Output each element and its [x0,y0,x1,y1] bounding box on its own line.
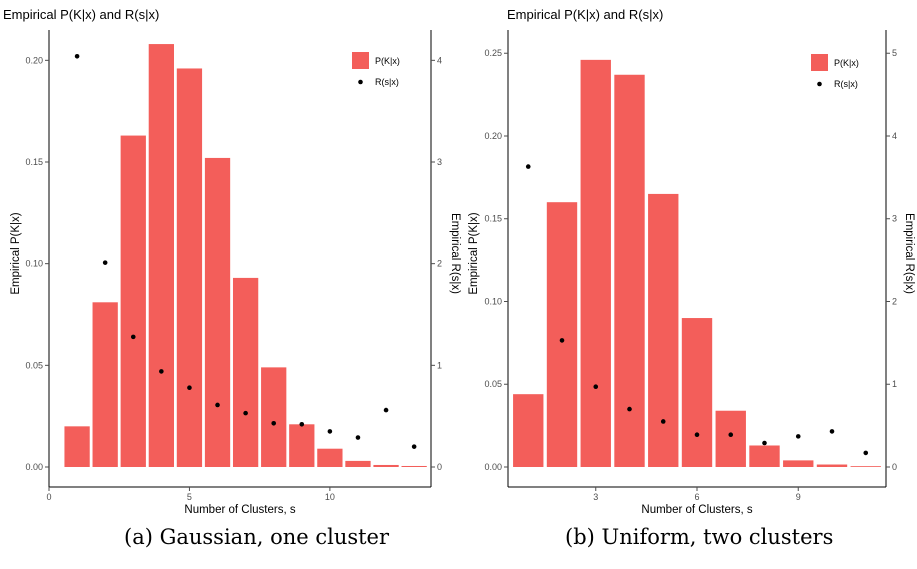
panel-a-y-tick-label: 0.15 [25,157,43,167]
panel-b-point [863,450,869,456]
panel-b-point [829,429,835,434]
panel-b-title: Empirical P(K|x) and R(s|x) [507,7,663,22]
panel-b-bar [513,394,544,467]
panel-b-bar [749,445,780,467]
panel-b-point [694,432,700,438]
panel-a-point [355,435,361,440]
panel-a-point [299,422,305,427]
panel-b-y2-axis-label: Empirical R(s|x) [903,213,915,294]
panel-a-y-tick-label: 0.05 [25,360,43,370]
panel-b-y2-tick-label: 3 [892,214,897,224]
panel-a-x-tick-label: 0 [46,492,51,502]
panel-b-bar [580,59,611,467]
panel-b-y2-tick-label: 5 [892,48,897,58]
panel-a-x-tick-label: 10 [325,492,335,502]
panel-a-bar [345,460,371,467]
panel-a-y2-tick-label: 1 [437,360,442,370]
panel-a-legend-swatch-bar [352,52,369,69]
panel-b-bar [715,410,746,467]
panel-a-y2-tick-label: 0 [437,462,442,472]
panel-b-bar [816,464,848,467]
panel-a-legend-label-bar: P(K|x) [375,56,400,66]
panel-a-y-axis-label: Empirical P(K|x) [10,212,22,294]
panel-b-x-tick-label: 6 [694,492,699,502]
panel-b-y-tick-label: 0.10 [484,296,502,306]
panel-b-bar [614,74,645,468]
panel-b-legend-swatch-bar [811,54,828,71]
panel-b-y-tick-label: 0.15 [484,214,502,224]
panel-a-point [102,260,108,265]
panel-a-x-axis-label: Number of Clusters, s [184,504,295,516]
panel-b-x-tick-label: 9 [796,492,801,502]
panel-a-bar [317,448,343,467]
caption-b: (b) Uniform, two clusters [565,525,834,549]
panel-a-title: Empirical P(K|x) and R(s|x) [3,7,159,22]
panel-a-point [74,53,80,59]
panel-b-point [593,384,599,390]
panel-a-bar [64,426,90,467]
panel-b-y-tick-label: 0.00 [484,462,502,472]
panel-a-bar [401,465,427,467]
panel-a-y2-tick-label: 4 [437,55,442,65]
panel-b-bar [783,460,814,467]
panel-b-bar [546,202,578,468]
panel-a-bar [176,68,203,467]
panel-b-y-tick-label: 0.25 [484,48,502,58]
panel-b-bar [681,318,713,467]
panel-b-y2-tick-label: 2 [892,296,897,306]
panel-a-x-tick-label: 5 [187,492,192,502]
panel-a-y2-tick-label: 2 [437,259,442,269]
panel-a-y-tick-label: 0.00 [25,462,43,472]
panel-b-y2-tick-label: 1 [892,379,897,389]
panel-a-y-tick-label: 0.20 [25,55,43,65]
panel-b-point [627,406,632,412]
panel-b-bar [850,466,881,467]
panel-b-point [660,419,666,424]
panel-b-y2-tick-label: 0 [892,462,897,472]
panel-a-point [271,420,277,426]
panel-b-y-tick-label: 0.20 [484,131,502,141]
panel-b-x-tick-label: 3 [593,492,598,502]
panel-a-y2-tick-label: 3 [437,157,442,167]
panel-b-y-tick-label: 0.05 [484,379,502,389]
panel-a-point [187,385,192,391]
panel-a-point [383,407,389,413]
panel-a-point [159,369,164,374]
panel-a-y-tick-label: 0.10 [25,259,43,269]
panel-a-point [130,334,136,340]
panel-b-y2-tick-label: 4 [892,131,897,141]
panel-a-point [243,410,248,416]
panel-a-legend-swatch-point [358,79,363,85]
panel-a-bar [289,424,315,467]
panel-b-legend-label-bar: P(K|x) [834,58,859,68]
panel-b-legend-label-point: R(s|x) [834,79,858,89]
panel-b-x-axis-label: Number of Clusters, s [641,504,752,516]
caption-a: (a) Gaussian, one cluster [124,525,390,549]
panel-b-legend-swatch-point [817,81,822,87]
panel-a-bar [232,277,259,467]
panel-a-bar [148,44,174,468]
panel-b-y-axis-label: Empirical P(K|x) [468,212,480,294]
panel-a-bar [92,302,118,467]
panel-a-bar [204,157,231,467]
panel-a-point [411,444,417,449]
panel-a-bar [373,464,399,467]
panel-a-legend-label-point: R(s|x) [375,77,399,87]
panel-b-point [525,164,531,169]
panel-a-bar [120,135,146,468]
panel-b-bar [648,193,679,467]
panel-a-point [327,429,333,434]
panel-a-point [215,402,220,408]
panel-b-point [728,432,734,438]
panel-b-point [795,434,801,439]
panel-a-bar [261,367,287,467]
panel-b-point [559,338,565,343]
panel-b-point [762,440,767,446]
panel-a-y2-axis-label: Empirical R(s|x) [449,213,461,294]
